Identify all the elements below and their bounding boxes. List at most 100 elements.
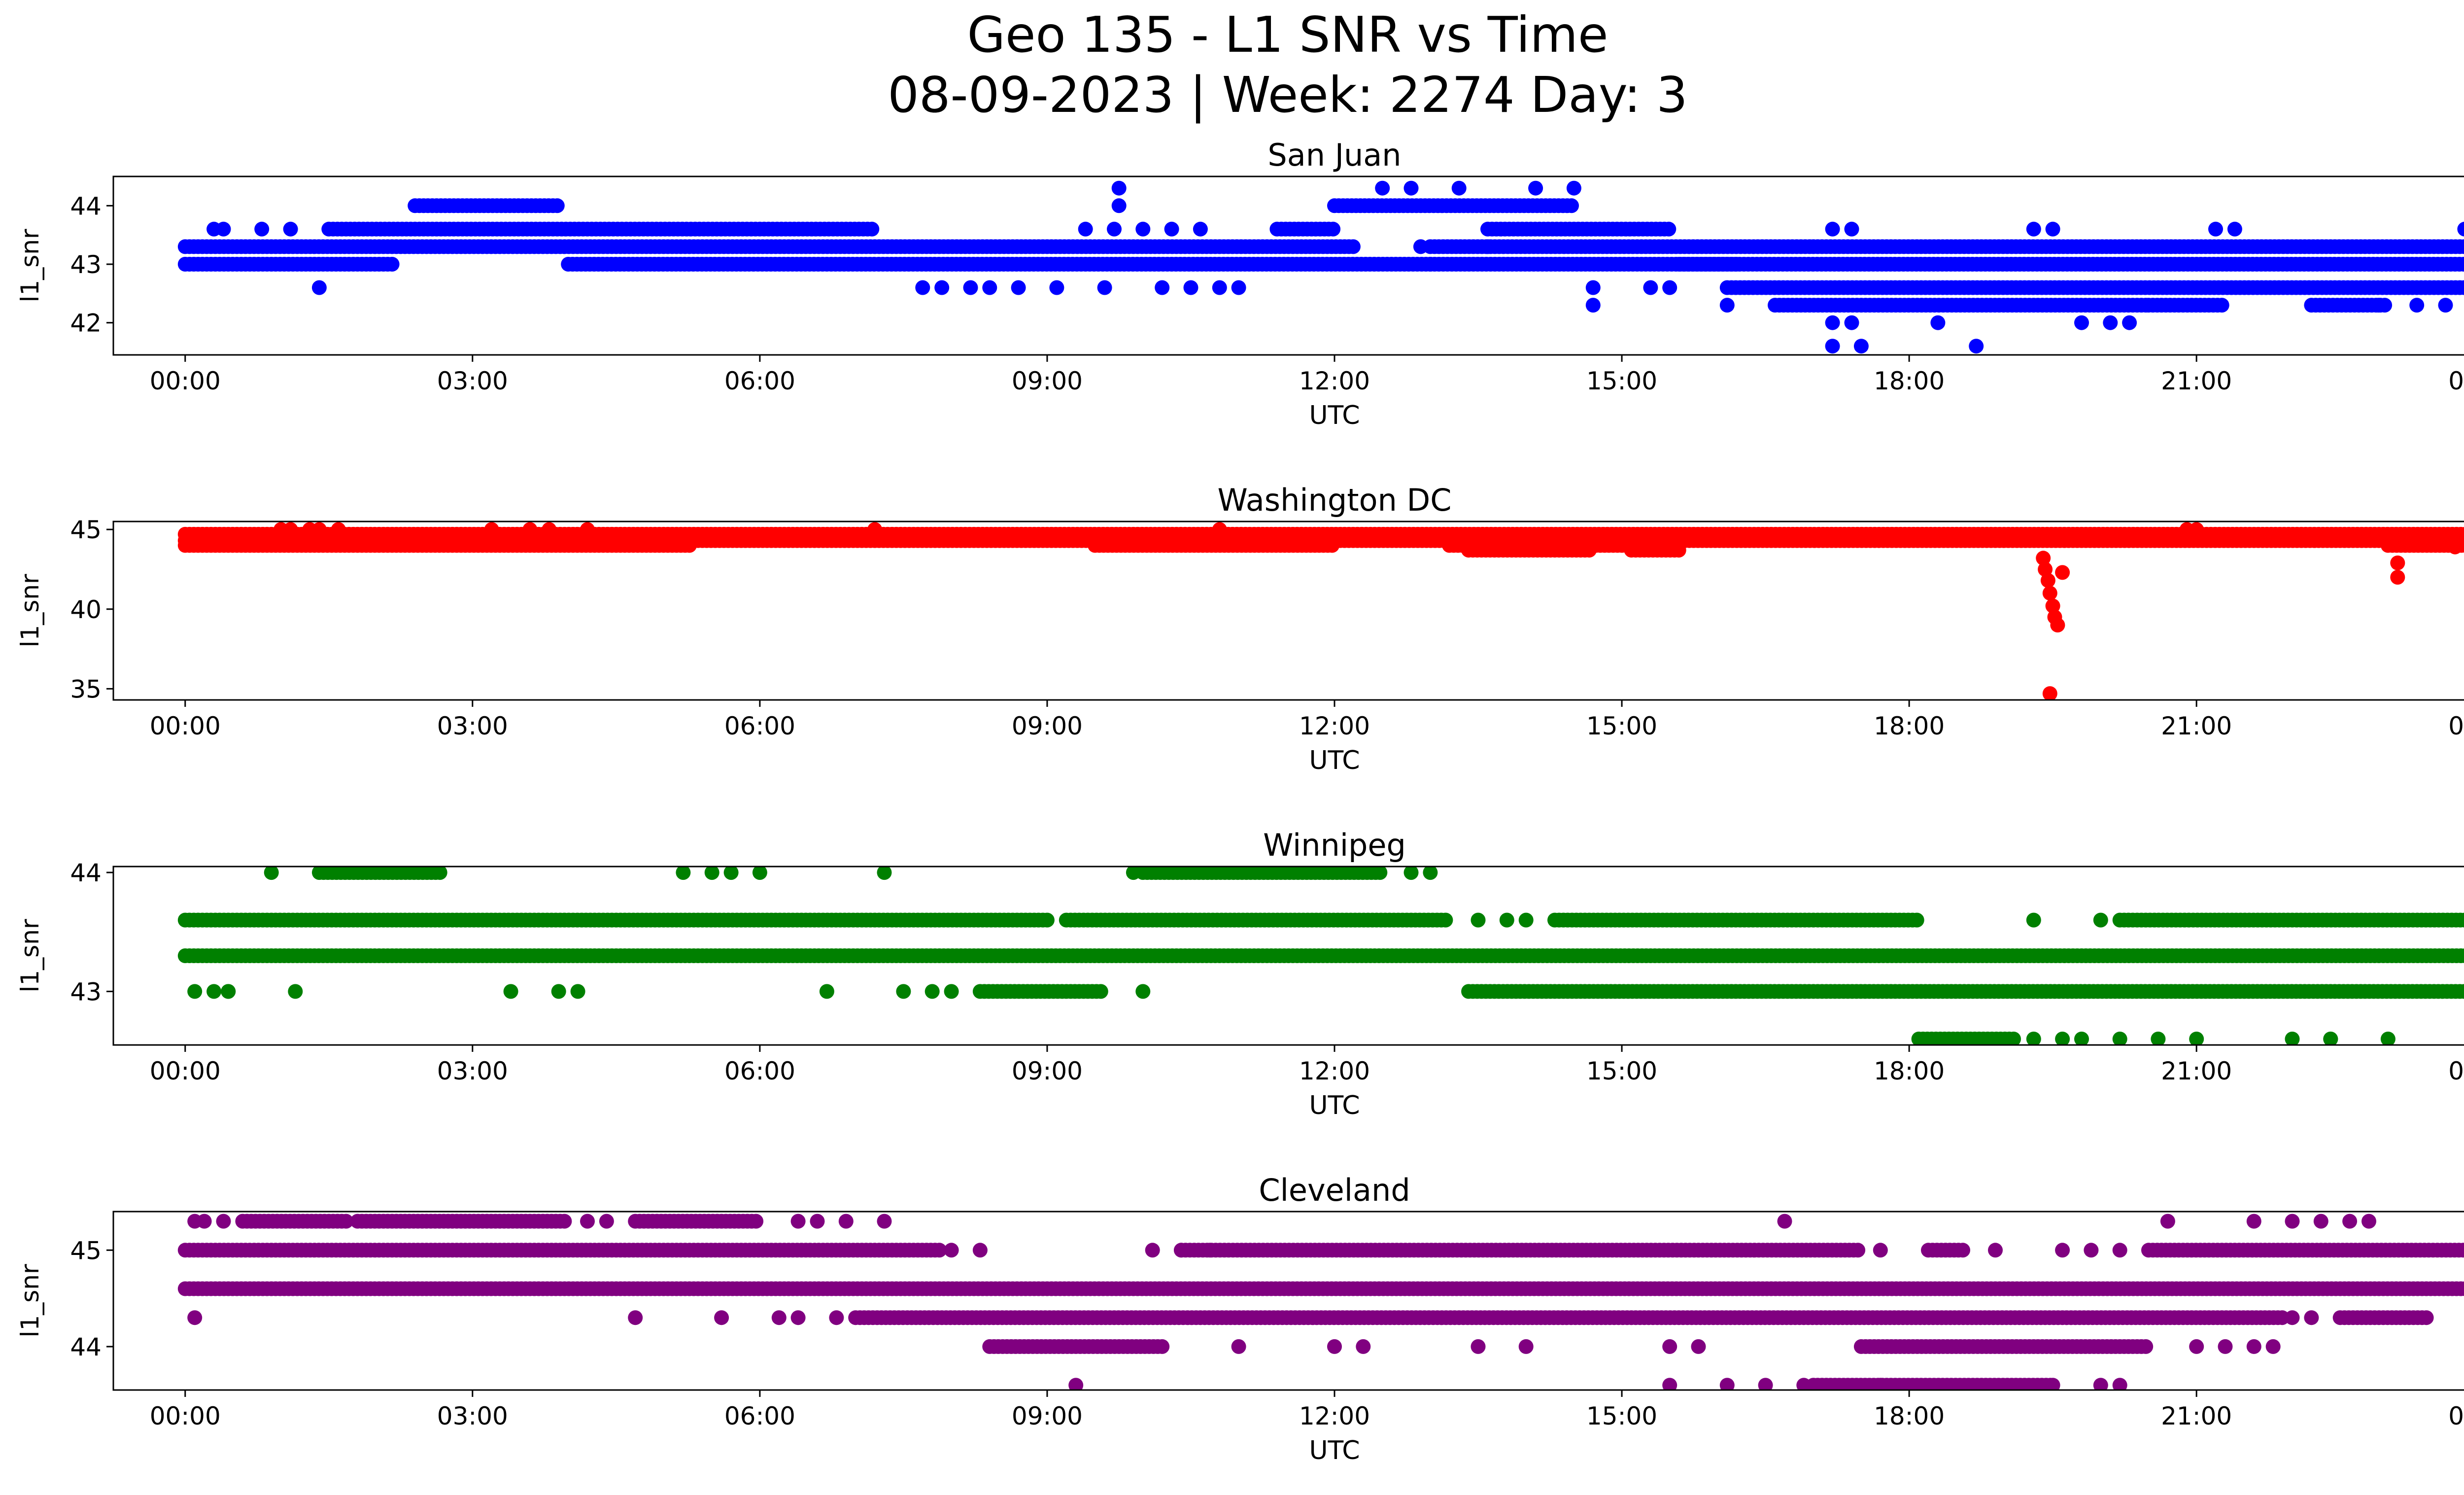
x-tick-label: 03:00 [437, 712, 508, 740]
data-point [1518, 912, 1534, 928]
data-point [2006, 1031, 2021, 1045]
data-point [1423, 257, 1438, 272]
y-axis-label: l1_snr [16, 919, 44, 992]
data-point [1155, 280, 1170, 295]
data-point [1438, 912, 1453, 928]
data-point [2050, 618, 2065, 633]
data-point [2461, 258, 2464, 271]
data-series [177, 867, 2464, 1045]
data-point [1212, 280, 1227, 295]
data-point [2103, 315, 2118, 330]
data-point [1049, 280, 1064, 295]
x-tick-label: 06:00 [724, 1057, 795, 1085]
figure-title-line-2: 08-09-2023 | Week: 2274 Day: 3 [888, 66, 1688, 124]
data-point [2122, 315, 2137, 330]
data-point [2151, 1031, 2166, 1045]
data-point [2463, 541, 2464, 550]
y-tick-label: 44 [70, 192, 102, 220]
data-point [2045, 598, 2060, 614]
data-point [1375, 180, 1390, 196]
data-point [676, 867, 691, 880]
data-point [1097, 280, 1112, 295]
data-point [1193, 221, 1208, 237]
data-point [1183, 280, 1198, 295]
x-tick-label: 06:00 [724, 367, 795, 395]
data-point [1471, 912, 1486, 928]
data-point [1135, 221, 1151, 237]
x-tick-label: 00:00 [2448, 1057, 2464, 1085]
subplot-title: Winnipeg [1263, 827, 1406, 863]
x-tick-label: 09:00 [1012, 367, 1083, 395]
data-point [1107, 221, 1122, 237]
data-point [1078, 221, 1093, 237]
data-point [2189, 522, 2204, 537]
data-series [177, 1214, 2464, 1390]
data-point [1850, 1243, 1866, 1258]
data-point [187, 984, 203, 999]
data-point [2026, 912, 2041, 928]
data-point [915, 280, 930, 295]
y-tick-label: 44 [70, 859, 102, 887]
data-point [1566, 180, 1581, 196]
x-tick-label: 15:00 [1586, 1057, 1657, 1085]
data-point [1135, 984, 1151, 999]
x-tick-label: 09:00 [1012, 712, 1083, 740]
data-point [704, 867, 719, 880]
x-tick-label: 12:00 [1299, 367, 1370, 395]
data-series [177, 180, 2464, 354]
data-point [2380, 1031, 2396, 1045]
data-point [1969, 339, 1984, 354]
data-point [1231, 280, 1246, 295]
data-point [2227, 221, 2242, 237]
data-point [2323, 1031, 2338, 1045]
data-point [1499, 912, 1514, 928]
data-point [542, 522, 557, 537]
data-point [2055, 565, 2070, 580]
figure-title: Geo 135 - L1 SNR vs Time 08-09-2023 | We… [0, 5, 2464, 125]
x-tick-label: 18:00 [1874, 712, 1945, 740]
x-tick-label: 21:00 [2161, 367, 2232, 395]
x-tick-label: 03:00 [437, 1057, 508, 1085]
data-point [484, 522, 499, 537]
x-axis-label: UTC [1309, 401, 1360, 430]
data-point [503, 984, 518, 999]
data-point [1423, 867, 1438, 880]
x-tick-label: 12:00 [1299, 1057, 1370, 1085]
data-point [2447, 539, 2463, 555]
data-point [2409, 298, 2425, 313]
data-point [216, 221, 231, 237]
data-point [1643, 280, 1658, 295]
data-point [1853, 339, 1869, 354]
subplot-title: Washington DC [1217, 482, 1451, 518]
data-point [2074, 315, 2089, 330]
data-point [1413, 239, 1428, 254]
data-point [1909, 912, 1924, 928]
data-point [1111, 198, 1127, 213]
data-point [2457, 912, 2464, 928]
data-point [2042, 686, 2057, 700]
data-point [1825, 339, 1840, 354]
x-axis-label: UTC [1309, 1091, 1360, 1120]
data-point [288, 984, 303, 999]
y-tick-label: 40 [70, 595, 102, 624]
data-point [1564, 198, 1579, 213]
x-tick-label: 21:00 [2161, 712, 2232, 740]
data-point [570, 984, 585, 999]
data-point [682, 538, 697, 553]
data-point [2093, 912, 2108, 928]
x-tick-label: 09:00 [1012, 1057, 1083, 1085]
data-point [1325, 538, 1340, 553]
data-point [867, 522, 883, 537]
data-point [963, 280, 978, 295]
data-point [2462, 950, 2464, 961]
data-point [2460, 1244, 2464, 1257]
data-point [2390, 570, 2405, 585]
data-point [1403, 867, 1419, 880]
x-tick-label: 12:00 [1299, 712, 1370, 740]
data-point [1955, 1243, 1970, 1258]
data-point [1585, 298, 1601, 313]
